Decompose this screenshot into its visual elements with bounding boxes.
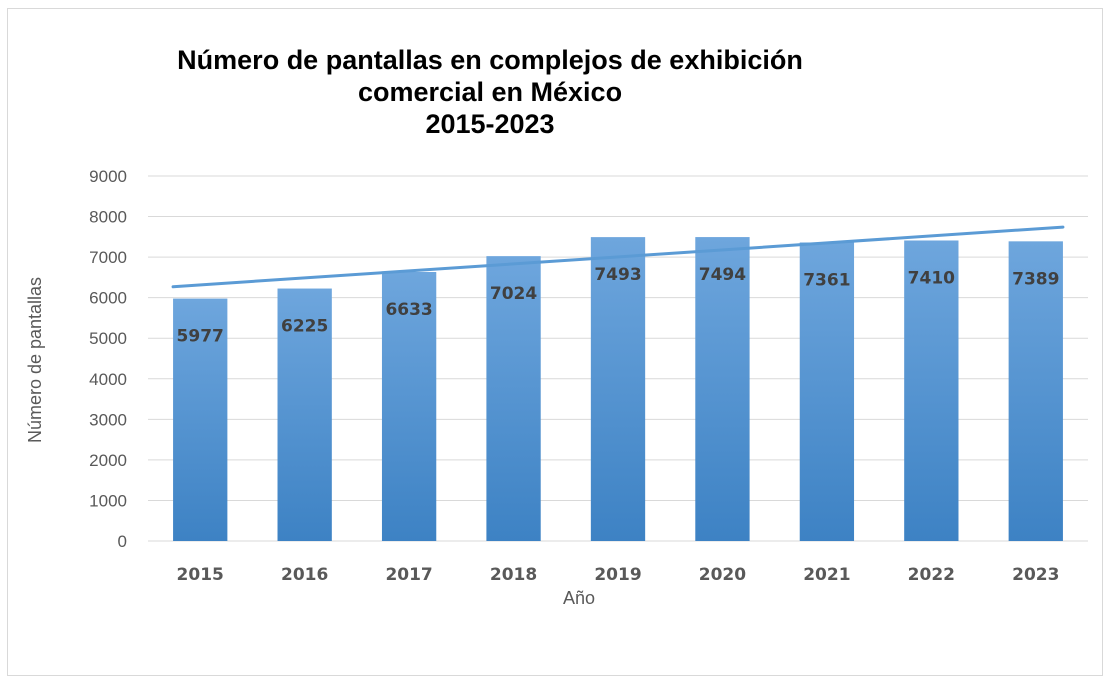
data-label: 7361 <box>803 270 850 290</box>
x-tick-label: 2023 <box>1012 565 1059 585</box>
bar <box>799 242 855 541</box>
y-tick-label: 7000 <box>89 248 127 267</box>
bar <box>904 240 959 541</box>
y-tick-label: 2000 <box>89 451 127 470</box>
chart-title: Número de pantallas en complejos de exhi… <box>100 44 880 140</box>
x-tick-label: 2016 <box>281 565 328 585</box>
bars <box>173 237 1063 541</box>
data-label: 6225 <box>281 317 328 337</box>
bar <box>486 256 541 541</box>
bar <box>590 237 646 541</box>
chart-title-line-3: 2015-2023 <box>425 109 555 139</box>
y-tick-label: 1000 <box>89 491 127 510</box>
data-label: 5977 <box>177 327 224 347</box>
chart-title-line-2: comercial en México <box>357 77 623 107</box>
x-tick-label: 2015 <box>177 565 224 585</box>
bar <box>1008 241 1063 541</box>
bar <box>381 271 437 541</box>
x-tick-label: 2019 <box>594 565 641 585</box>
bar <box>695 237 750 541</box>
data-label: 6633 <box>385 300 432 320</box>
x-tick-label: 2021 <box>803 565 850 585</box>
data-label: 7493 <box>594 265 641 285</box>
data-label: 7389 <box>1012 269 1059 289</box>
y-axis-label: Número de pantallas <box>25 277 45 443</box>
data-label: 7024 <box>490 284 537 304</box>
y-tick-label: 4000 <box>89 370 127 389</box>
data-labels: 5977 6225 6633 7024 7493 7494 7361 7410 7389 <box>177 265 1060 347</box>
x-axis-label: Año <box>563 588 595 608</box>
y-tick-label: 9000 <box>89 167 127 186</box>
x-tick-label: 2020 <box>699 565 746 585</box>
data-label: 7494 <box>699 265 746 285</box>
chart-title-line-1: Número de pantallas en complejos de exhi… <box>177 45 803 75</box>
data-label: 7410 <box>908 268 955 288</box>
y-tick-label: 0 <box>118 532 127 551</box>
bar <box>277 288 332 541</box>
y-tick-label: 8000 <box>89 208 127 227</box>
x-axis-ticks: 2015 2016 2017 2018 2019 2020 2021 2022 2023 <box>177 565 1060 585</box>
x-tick-label: 2018 <box>490 565 537 585</box>
y-axis-ticks: 0 1000 2000 3000 4000 5000 6000 7000 8000 9000 <box>89 167 127 551</box>
x-tick-label: 2017 <box>385 565 432 585</box>
trendline-layer <box>171 225 1065 289</box>
x-tick-label: 2022 <box>908 565 955 585</box>
y-tick-label: 5000 <box>89 329 127 348</box>
y-tick-label: 3000 <box>89 410 127 429</box>
bar <box>173 298 228 541</box>
trendline <box>171 225 1065 289</box>
y-tick-label: 6000 <box>89 289 127 308</box>
